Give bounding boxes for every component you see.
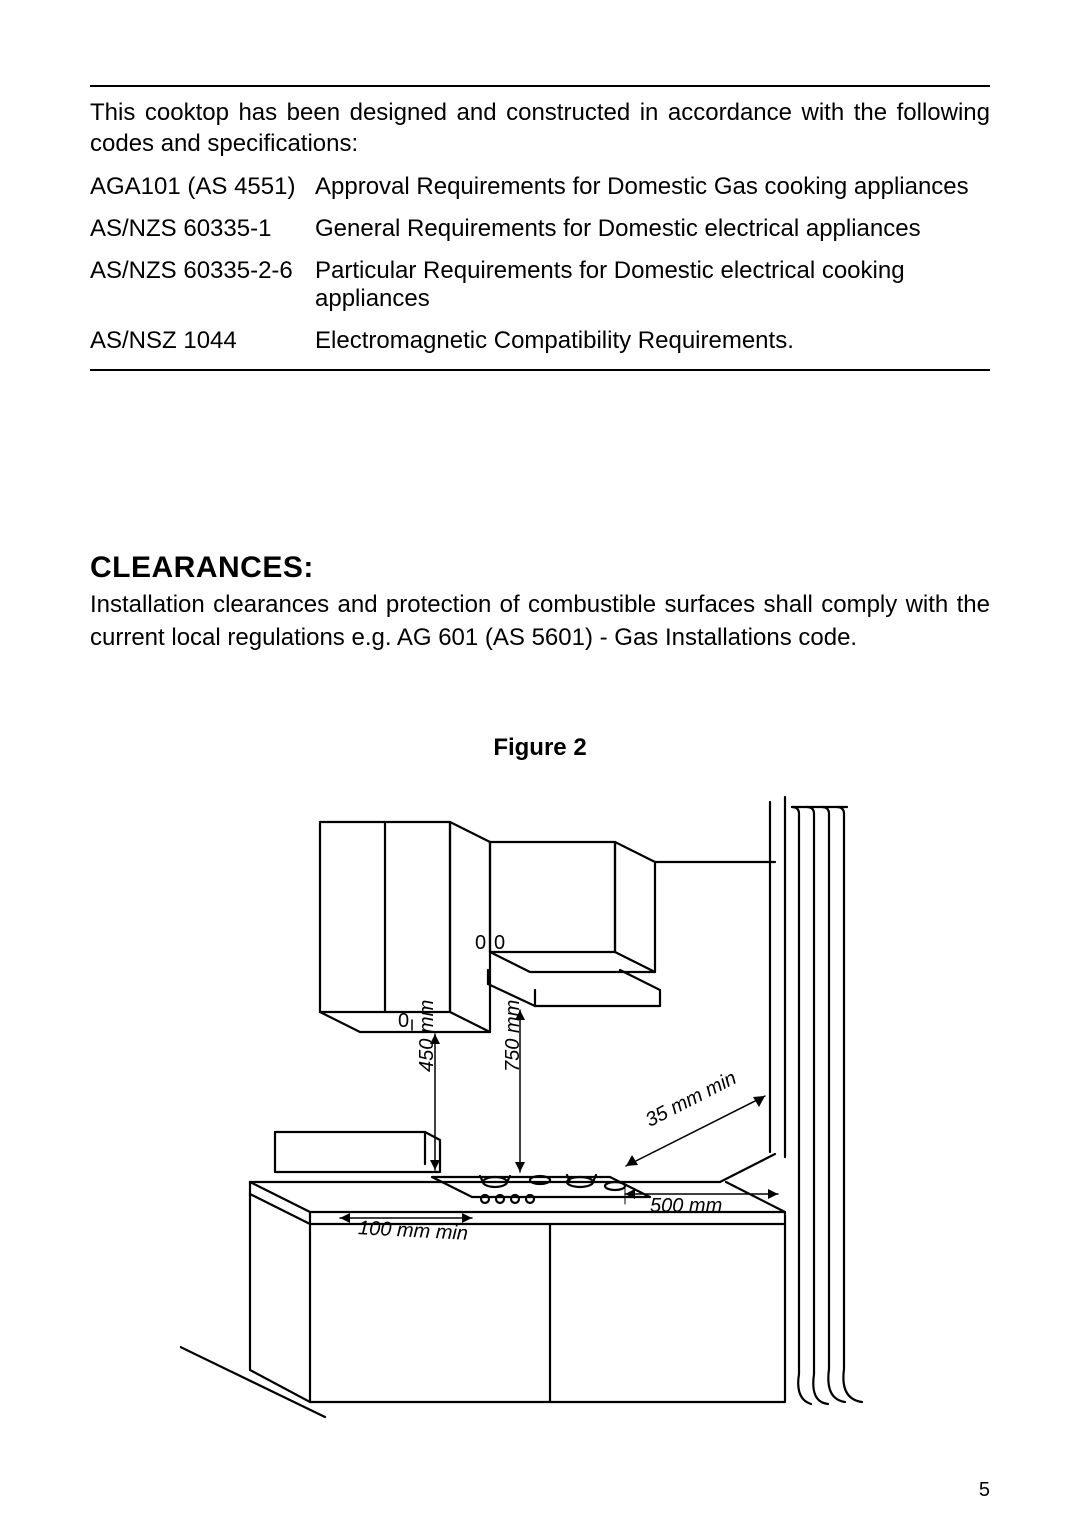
spec-code: AS/NZS 60335-1 <box>90 215 315 243</box>
spec-desc: Particular Requirements for Domestic ele… <box>315 257 990 313</box>
spec-code: AGA101 (AS 4551) <box>90 173 315 201</box>
clearance-figure: 450 mm 750 mm 35 mm min 500 mm 100 mm mi… <box>180 782 900 1422</box>
dimension-450mm: 450 mm <box>416 1000 439 1072</box>
intro-paragraph: This cooktop has been designed and const… <box>90 97 990 159</box>
section-title: CLEARANCES: <box>90 551 990 585</box>
mid-rule <box>90 369 990 371</box>
spec-list: AGA101 (AS 4551) Approval Requirements f… <box>90 173 990 355</box>
page-number: 5 <box>979 1479 990 1502</box>
zero-marker: 0 <box>475 932 486 955</box>
spec-desc: Electromagnetic Compatibility Requiremen… <box>315 327 990 355</box>
spec-row: AS/NZS 60335-2-6 Particular Requirements… <box>90 257 990 313</box>
spec-desc: Approval Requirements for Domestic Gas c… <box>315 173 990 201</box>
clearance-paragraph: Installation clearances and protection o… <box>90 589 990 654</box>
zero-marker: 0 <box>398 1010 409 1033</box>
dimension-750mm: 750 mm <box>502 1000 525 1072</box>
spec-code: AS/NSZ 1044 <box>90 327 315 355</box>
figure-caption: Figure 2 <box>90 734 990 762</box>
document-page: This cooktop has been designed and const… <box>0 0 1080 1532</box>
dimension-500mm: 500 mm <box>650 1195 722 1218</box>
spec-desc: General Requirements for Domestic electr… <box>315 215 990 243</box>
spec-row: AS/NSZ 1044 Electromagnetic Compatibilit… <box>90 327 990 355</box>
spec-row: AS/NZS 60335-1 General Requirements for … <box>90 215 990 243</box>
spec-row: AGA101 (AS 4551) Approval Requirements f… <box>90 173 990 201</box>
spec-code: AS/NZS 60335-2-6 <box>90 257 315 313</box>
top-rule <box>90 85 990 87</box>
zero-marker: 0 <box>494 932 505 955</box>
clearance-diagram-svg <box>180 782 900 1422</box>
